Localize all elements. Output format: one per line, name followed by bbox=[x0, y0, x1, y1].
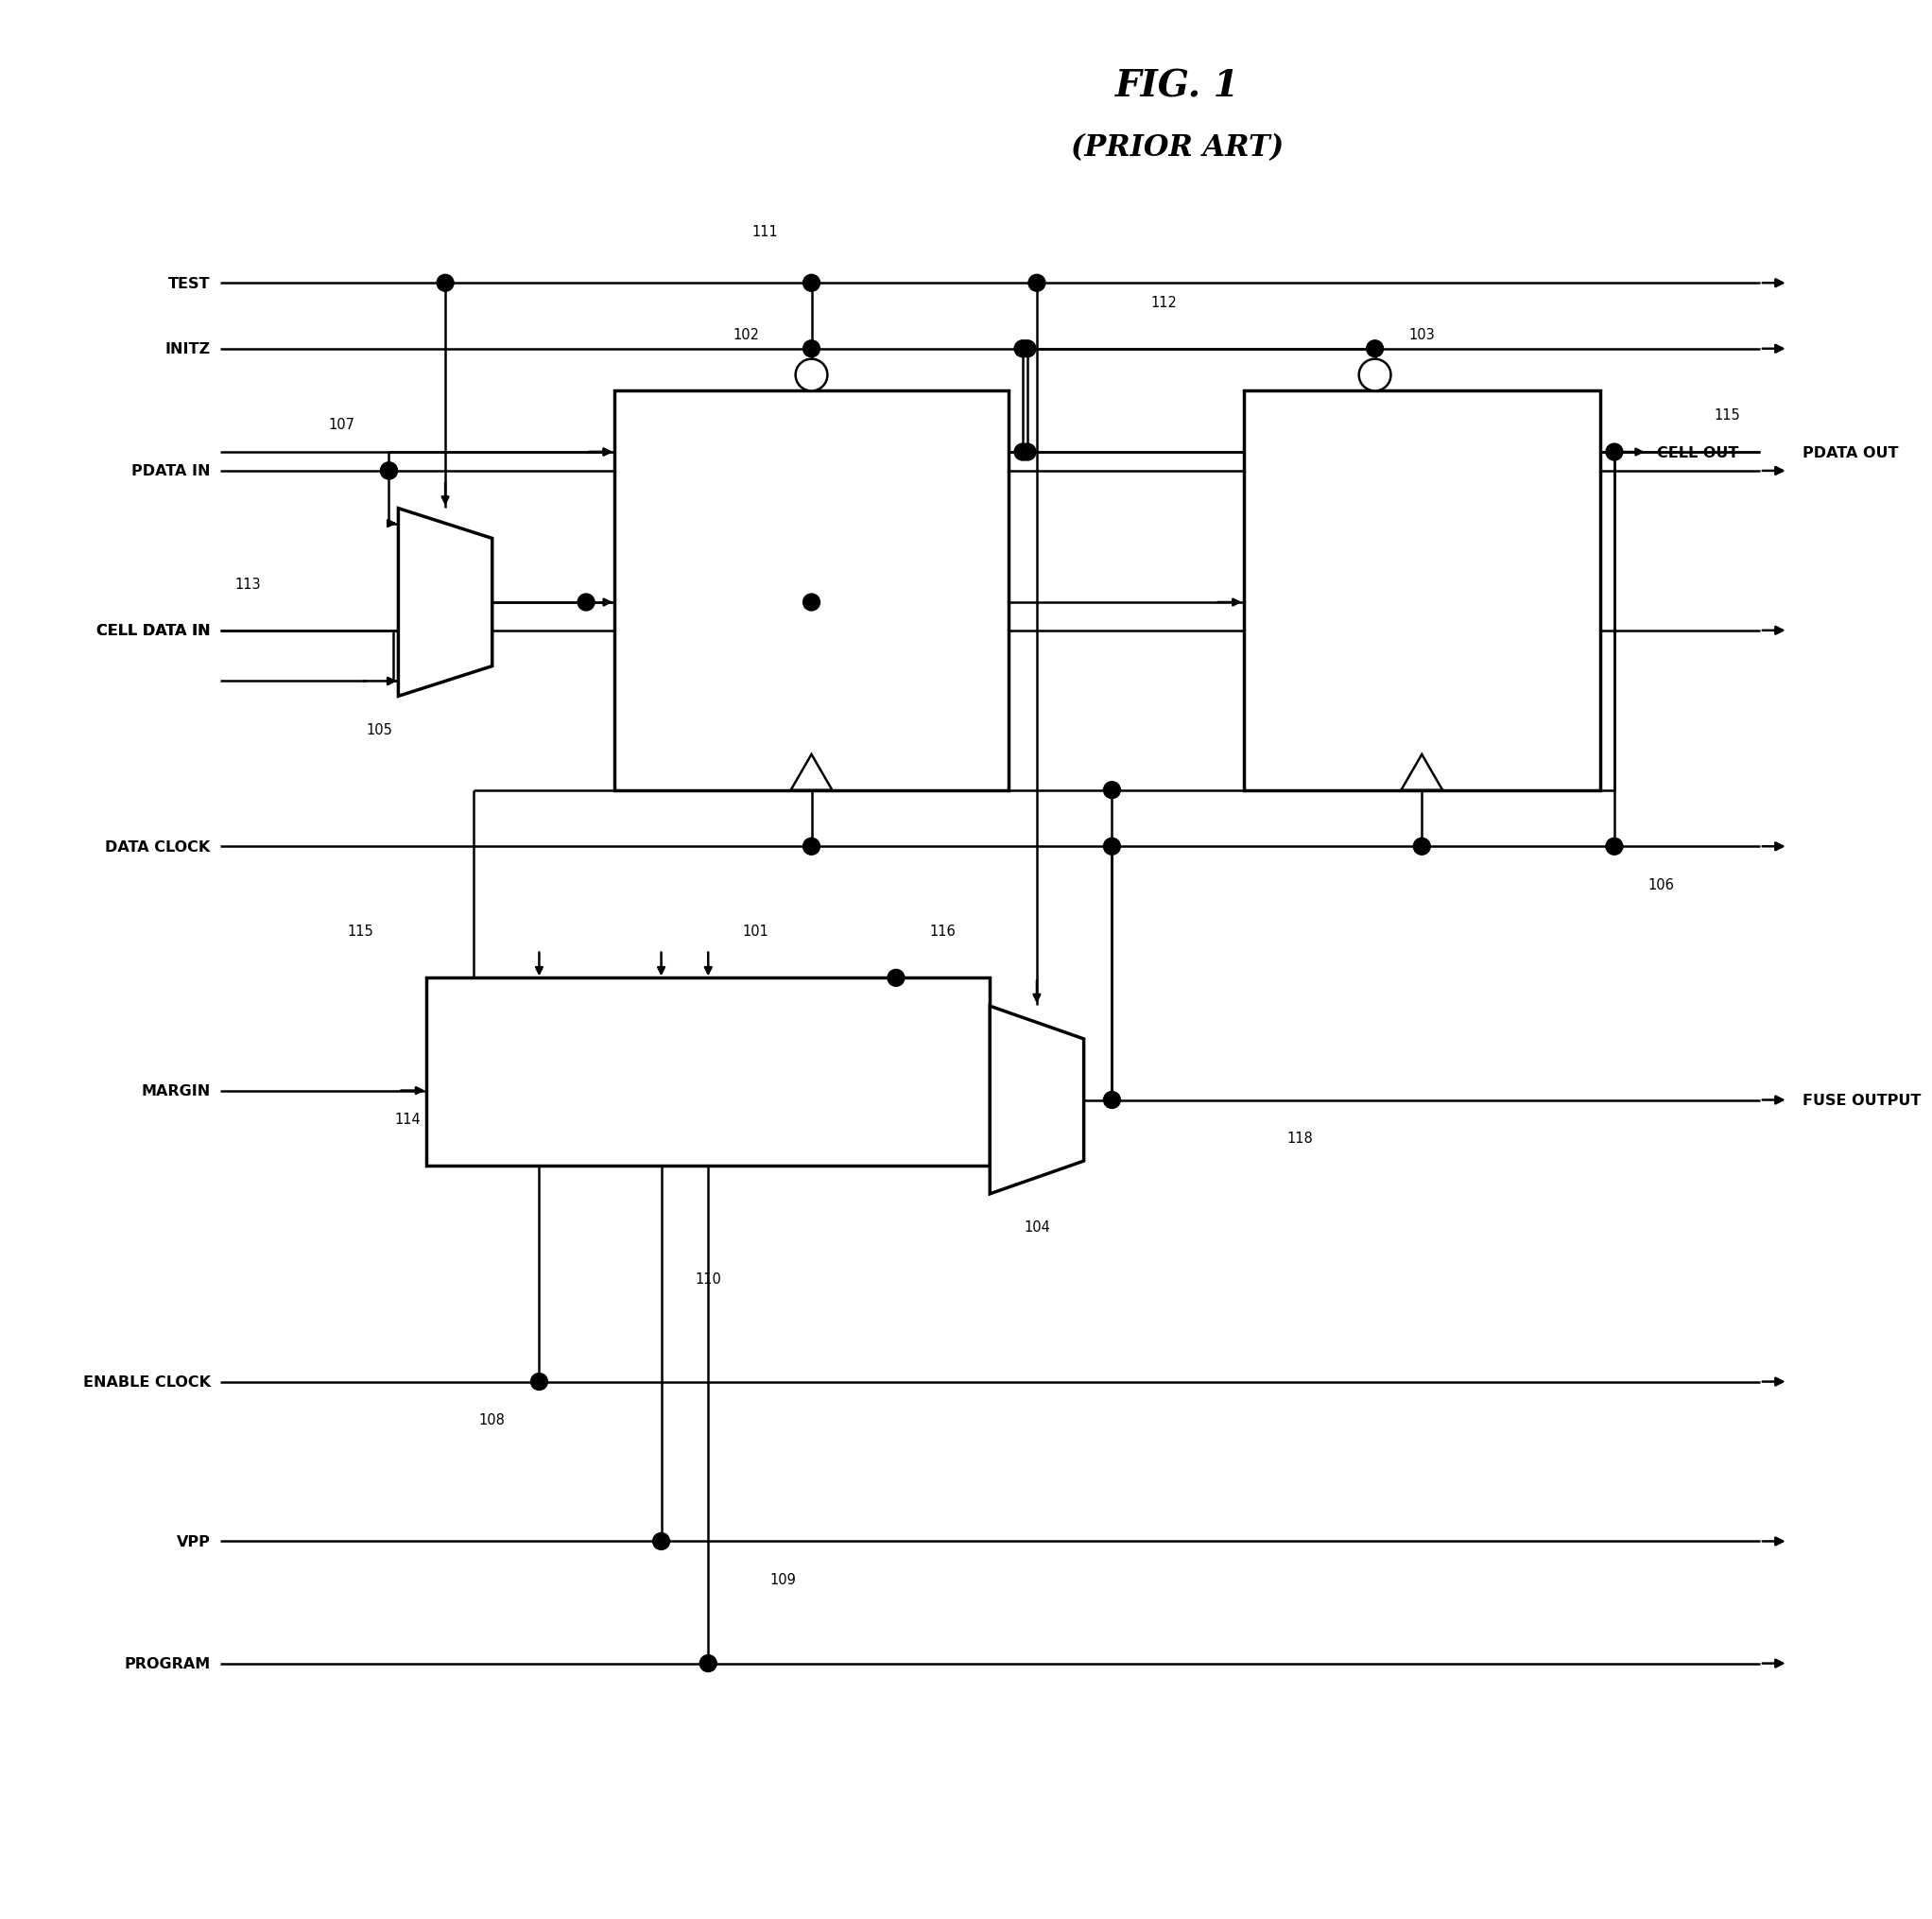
Circle shape bbox=[1018, 342, 1036, 357]
Circle shape bbox=[1014, 342, 1032, 357]
Text: 114: 114 bbox=[394, 1111, 421, 1126]
Bar bbox=[614, 391, 1009, 791]
Text: 103: 103 bbox=[1408, 328, 1435, 342]
Circle shape bbox=[531, 1374, 547, 1391]
Text: 113: 113 bbox=[236, 578, 261, 591]
Text: PDATA: PDATA bbox=[782, 583, 840, 599]
Polygon shape bbox=[989, 1006, 1084, 1194]
Text: 104: 104 bbox=[1024, 1220, 1049, 1234]
Text: ENABLE CLOCK: ENABLE CLOCK bbox=[83, 1374, 211, 1389]
Circle shape bbox=[1358, 359, 1391, 391]
Bar bbox=[427, 979, 989, 1167]
Text: CELL OUT: CELL OUT bbox=[1656, 445, 1739, 461]
Text: 110: 110 bbox=[696, 1272, 721, 1286]
Circle shape bbox=[1414, 839, 1430, 856]
Circle shape bbox=[804, 274, 819, 292]
Text: CLR: CLR bbox=[1358, 443, 1391, 461]
Circle shape bbox=[653, 1533, 670, 1551]
Text: PDATA IN: PDATA IN bbox=[131, 464, 211, 478]
Text: Q: Q bbox=[964, 443, 978, 461]
Circle shape bbox=[1014, 443, 1032, 461]
Text: 102: 102 bbox=[732, 328, 759, 342]
Text: 105: 105 bbox=[367, 722, 392, 737]
Text: eFUSE ELEMENT: eFUSE ELEMENT bbox=[636, 1063, 781, 1080]
Circle shape bbox=[887, 969, 904, 986]
Text: INITZ: INITZ bbox=[164, 342, 211, 357]
Circle shape bbox=[578, 595, 595, 612]
Text: CDATA: CDATA bbox=[1393, 583, 1451, 599]
Text: (PRIOR ART): (PRIOR ART) bbox=[1072, 132, 1285, 163]
Text: 108: 108 bbox=[479, 1412, 506, 1426]
Text: 106: 106 bbox=[1648, 877, 1675, 892]
Text: VPP: VPP bbox=[176, 1535, 211, 1549]
Text: DATA CLOCK: DATA CLOCK bbox=[106, 841, 211, 854]
Text: CLR: CLR bbox=[794, 443, 829, 461]
Circle shape bbox=[796, 359, 827, 391]
Text: PROGRAM: PROGRAM bbox=[124, 1656, 211, 1671]
Circle shape bbox=[1028, 274, 1045, 292]
Circle shape bbox=[1018, 443, 1036, 461]
Polygon shape bbox=[1401, 754, 1443, 791]
Circle shape bbox=[1103, 1092, 1121, 1109]
Text: MARGIN: MARGIN bbox=[141, 1084, 211, 1098]
Circle shape bbox=[804, 595, 819, 612]
Circle shape bbox=[699, 1654, 717, 1671]
Circle shape bbox=[1605, 443, 1623, 461]
Circle shape bbox=[1366, 342, 1383, 357]
Text: 111: 111 bbox=[752, 225, 779, 240]
Circle shape bbox=[804, 342, 819, 357]
Text: PDATA OUT: PDATA OUT bbox=[1803, 445, 1897, 461]
Text: D: D bbox=[649, 443, 663, 461]
Text: 112: 112 bbox=[1150, 296, 1177, 309]
Circle shape bbox=[1605, 839, 1623, 856]
Text: 107: 107 bbox=[328, 416, 355, 432]
Text: 115: 115 bbox=[348, 925, 375, 938]
Circle shape bbox=[437, 274, 454, 292]
Text: 116: 116 bbox=[929, 925, 956, 938]
Text: 109: 109 bbox=[771, 1572, 796, 1587]
Text: 101: 101 bbox=[742, 925, 769, 938]
Text: CELL DATA IN: CELL DATA IN bbox=[97, 624, 211, 637]
Text: FUSE OUTPUT: FUSE OUTPUT bbox=[1803, 1094, 1920, 1107]
Circle shape bbox=[381, 462, 398, 480]
Text: D: D bbox=[1279, 722, 1293, 739]
Circle shape bbox=[381, 462, 398, 480]
Text: 115: 115 bbox=[1714, 409, 1741, 422]
Polygon shape bbox=[398, 509, 493, 697]
Text: FIG. 1: FIG. 1 bbox=[1115, 69, 1240, 104]
Circle shape bbox=[1103, 839, 1121, 856]
Polygon shape bbox=[790, 754, 833, 791]
Bar bbox=[1244, 391, 1600, 791]
Text: Q: Q bbox=[1555, 443, 1569, 461]
Text: 116: 116 bbox=[962, 493, 989, 507]
Circle shape bbox=[804, 839, 819, 856]
Circle shape bbox=[1103, 783, 1121, 798]
Text: CELL DATA IN: CELL DATA IN bbox=[97, 624, 211, 637]
Text: 118: 118 bbox=[1287, 1130, 1314, 1146]
Text: TEST: TEST bbox=[168, 276, 211, 292]
